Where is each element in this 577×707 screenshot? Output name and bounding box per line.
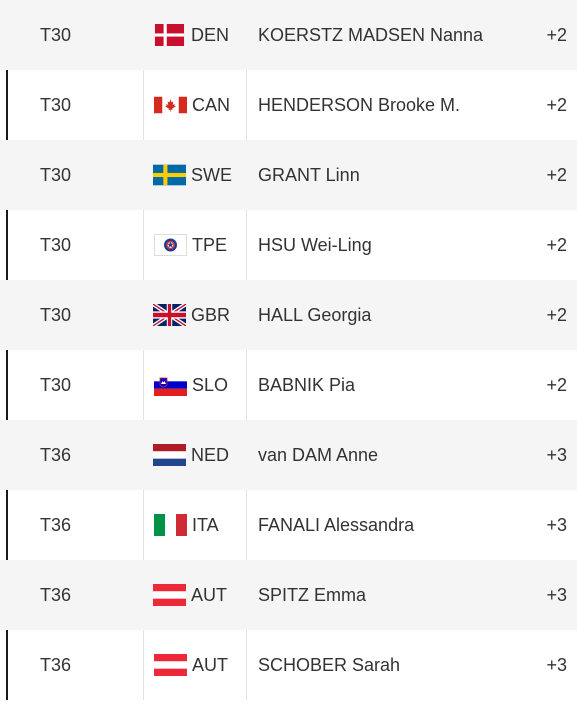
country-cell: AUT	[143, 630, 247, 700]
austria-flag-icon	[154, 654, 187, 676]
chinese-taipei-flag-icon	[154, 234, 187, 256]
position-cell: T30	[40, 25, 72, 45]
denmark-flag-icon	[154, 24, 185, 46]
great-britain-flag-icon	[153, 304, 186, 326]
country-code: SWE	[191, 165, 233, 185]
country-cell: GBR	[143, 280, 247, 350]
score-cell: +3	[546, 655, 567, 675]
player-name[interactable]: SCHOBER Sarah	[258, 655, 401, 675]
row-indicator-bar	[6, 630, 8, 700]
score-cell: +2	[546, 375, 567, 395]
country-cell: TPE	[143, 210, 247, 280]
score-cell: +2	[546, 235, 567, 255]
leaderboard-row[interactable]: T36 NED van DAM Anne +3	[0, 420, 577, 490]
country-code: NED	[191, 445, 230, 465]
row-indicator-bar	[6, 490, 8, 560]
player-name[interactable]: BABNIK Pia	[258, 375, 356, 395]
country-cell: CAN	[143, 70, 247, 140]
country-code: TPE	[192, 235, 228, 255]
position-cell: T30	[40, 165, 72, 185]
score-cell: +3	[546, 585, 567, 605]
player-name[interactable]: FANALI Alessandra	[258, 515, 415, 535]
leaderboard-row[interactable]: T30 DEN KOERSTZ MADSEN Nanna +2	[0, 0, 577, 70]
country-cell: ITA	[143, 490, 247, 560]
position-cell: T36	[40, 515, 72, 535]
player-name[interactable]: HSU Wei-Ling	[258, 235, 372, 255]
sweden-flag-icon	[153, 164, 186, 186]
country-code: ITA	[192, 515, 219, 535]
country-code: AUT	[191, 585, 227, 605]
player-name[interactable]: van DAM Anne	[258, 445, 379, 465]
country-cell: SLO	[143, 350, 247, 420]
position-cell: T36	[40, 585, 72, 605]
leaderboard-row[interactable]: T30 SWE GRANT Linn +2	[0, 140, 577, 210]
country-code: DEN	[191, 25, 230, 45]
position-cell: T30	[40, 375, 72, 395]
score-cell: +2	[546, 305, 567, 325]
country-cell: NED	[143, 420, 247, 490]
austria-flag-icon	[153, 584, 186, 606]
position-cell: T36	[40, 445, 72, 465]
country-code: GBR	[191, 305, 231, 325]
country-cell: SWE	[143, 140, 247, 210]
player-name[interactable]: SPITZ Emma	[258, 585, 367, 605]
position-cell: T30	[40, 305, 72, 325]
netherlands-flag-icon	[153, 444, 186, 466]
row-indicator-bar	[6, 70, 8, 140]
leaderboard-row[interactable]: T36 AUT SCHOBER Sarah +3	[0, 630, 577, 700]
player-name[interactable]: HENDERSON Brooke M.	[258, 95, 461, 115]
country-code: CAN	[192, 95, 231, 115]
italy-flag-icon	[154, 514, 187, 536]
score-cell: +2	[546, 25, 567, 45]
position-cell: T30	[40, 235, 72, 255]
country-cell: AUT	[143, 560, 247, 630]
canada-flag-icon	[154, 96, 187, 114]
leaderboard-row[interactable]: T30 SLO BABNIK Pia +2	[0, 350, 577, 420]
leaderboard-row[interactable]: T36 AUT SPITZ Emma +3	[0, 560, 577, 630]
country-cell: DEN	[143, 0, 247, 70]
score-cell: +2	[546, 95, 567, 115]
player-name[interactable]: HALL Georgia	[258, 305, 372, 325]
position-cell: T30	[40, 95, 72, 115]
leaderboard-row[interactable]: T36 ITA FANALI Alessandra +3	[0, 490, 577, 560]
country-code: SLO	[192, 375, 229, 395]
score-cell: +3	[546, 515, 567, 535]
slovenia-flag-icon	[154, 374, 187, 396]
player-name[interactable]: GRANT Linn	[258, 165, 360, 185]
leaderboard-row[interactable]: T30 GBR HALL Georgia +2	[0, 280, 577, 350]
row-indicator-bar	[6, 210, 8, 280]
row-indicator-bar	[6, 350, 8, 420]
country-code: AUT	[192, 655, 228, 675]
leaderboard-row[interactable]: T30 CAN HENDERSON Brooke M. +2	[0, 70, 577, 140]
score-cell: +3	[546, 445, 567, 465]
leaderboard-row[interactable]: T30 TPE HSU Wei-Ling +2	[0, 210, 577, 280]
score-cell: +2	[546, 165, 567, 185]
position-cell: T36	[40, 655, 72, 675]
player-name[interactable]: KOERSTZ MADSEN Nanna	[258, 25, 484, 45]
